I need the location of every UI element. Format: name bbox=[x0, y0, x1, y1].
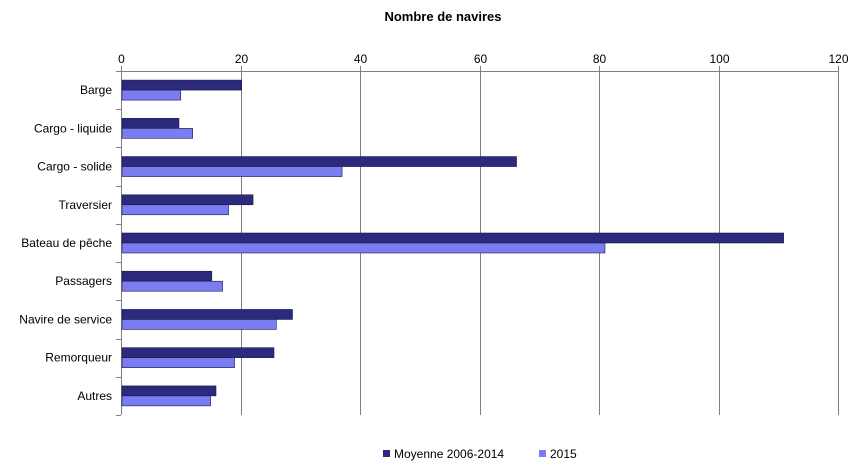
bar-annee bbox=[121, 128, 193, 139]
category-label: Cargo - liquide bbox=[34, 121, 112, 135]
category-label: Remorqueur bbox=[45, 351, 112, 365]
bar-moyenne bbox=[121, 118, 180, 129]
bar-moyenne bbox=[121, 270, 213, 282]
x-tick-label: 20 bbox=[235, 52, 249, 66]
bar-annee bbox=[121, 395, 211, 407]
category-label: Autres bbox=[77, 389, 112, 403]
legend-swatch bbox=[383, 450, 390, 457]
x-tick-label: 120 bbox=[828, 52, 848, 66]
axes: 0 20 40 60 80 100 120 Barge Cargo - liquide Cargo… bbox=[19, 52, 849, 416]
x-tick-label: 40 bbox=[354, 52, 368, 66]
bar-annee bbox=[121, 204, 229, 216]
bar-annee bbox=[121, 357, 235, 368]
category-label: Barge bbox=[80, 83, 112, 97]
bar-moyenne bbox=[121, 156, 517, 167]
legend-label: 2015 bbox=[550, 447, 577, 461]
bar-annee bbox=[121, 242, 606, 254]
category-label: Passagers bbox=[55, 274, 112, 288]
bar-annee bbox=[121, 166, 343, 177]
category-label: Navire de service bbox=[19, 312, 112, 326]
x-tick-label: 80 bbox=[593, 52, 607, 66]
bar-annee bbox=[121, 319, 277, 330]
x-tick-label: 60 bbox=[474, 52, 488, 66]
bar-moyenne bbox=[121, 347, 275, 358]
bars bbox=[121, 79, 784, 407]
x-tick-label: 100 bbox=[709, 52, 729, 66]
bar-moyenne bbox=[121, 79, 242, 91]
category-label: Traversier bbox=[58, 198, 112, 212]
bar-annee bbox=[121, 89, 182, 101]
bar-moyenne bbox=[121, 232, 784, 244]
category-label: Bateau de pêche bbox=[21, 236, 112, 250]
bar-moyenne bbox=[121, 309, 293, 320]
bar-moyenne bbox=[121, 385, 217, 397]
bar-annee bbox=[121, 280, 223, 292]
category-label: Cargo - solide bbox=[37, 160, 112, 174]
bar-moyenne bbox=[121, 194, 254, 206]
legend-swatch bbox=[539, 450, 546, 457]
legend: Moyenne 2006-2014 2015 bbox=[383, 447, 577, 461]
chart-title: Nombre de navires bbox=[384, 9, 501, 24]
x-tick-label: 0 bbox=[118, 52, 125, 66]
legend-label: Moyenne 2006-2014 bbox=[394, 447, 504, 461]
